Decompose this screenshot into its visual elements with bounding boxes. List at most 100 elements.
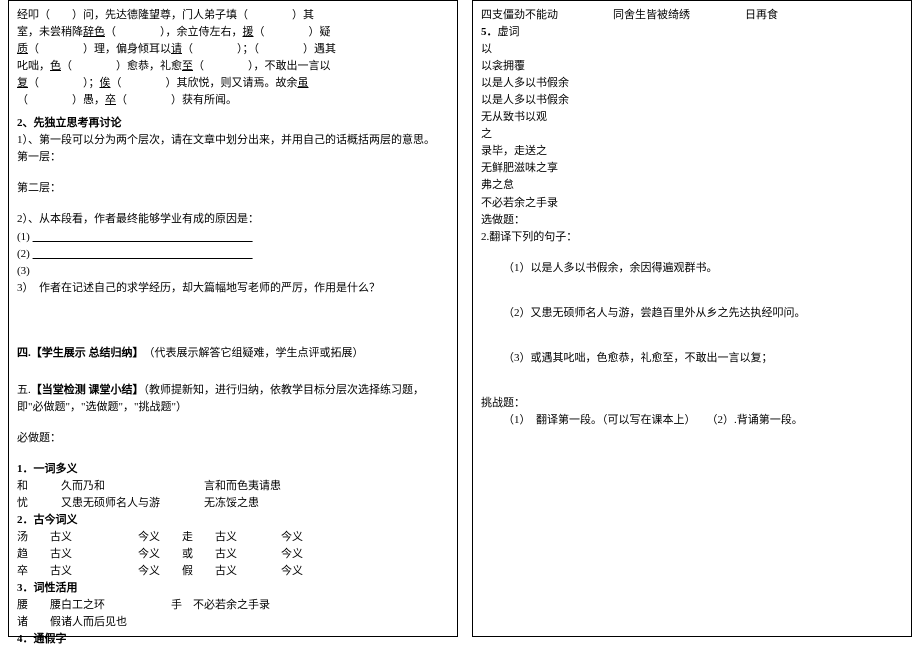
t2-l3: 卒 古义 今义 假 古义 今义: [17, 563, 449, 580]
blank: [17, 325, 449, 339]
blank: [17, 362, 449, 376]
r7: 无从致书以观: [481, 109, 903, 126]
cloze-paragraph: 经叩（ ）问，先达德隆望尊，门人弟子填（ ）其 室，未尝稍降辞色（ ），余立侍左…: [17, 7, 449, 109]
q2-2: (2): [17, 246, 449, 263]
r-ch: 挑战题：: [481, 395, 903, 412]
p1-l2-b: 辞色: [83, 26, 105, 38]
h5-a: 五.: [17, 384, 31, 396]
p1-l4-d: 至: [182, 60, 193, 72]
p1-l5-c: 俟: [100, 77, 111, 89]
r-s1: （1）以是人多以书假余，余因得遍观群书。: [481, 260, 903, 277]
q2-1: (1): [17, 229, 449, 246]
page: 经叩（ ）问，先达德隆望尊，门人弟子填（ ）其 室，未尝稍降辞色（ ），余立侍左…: [0, 0, 920, 637]
p1-l3-b: （ ）理，偏身倾耳以: [28, 43, 171, 55]
blank: [481, 367, 903, 381]
r13: 选做题：: [481, 212, 903, 229]
heading-4: 四.【学生展示 总结归纳】 （代表展示解答它组疑难，学生点评或拓展）: [17, 345, 449, 362]
p1-l5-e: 虽: [298, 77, 309, 89]
p1-l6-b: 卒: [105, 94, 116, 106]
t1: 1．一词多义: [17, 461, 449, 478]
must: 必做题：: [17, 430, 449, 447]
p1-l5: 复（ ）；俟（ ）其欣悦，则又请焉。故余虽: [17, 75, 449, 92]
r-ch1: （1） 翻译第一段。（可以写在课本上） （2）.背诵第一段。: [481, 412, 903, 429]
blank: [17, 311, 449, 325]
p1-l4-e: （ ），不敢出一言以: [193, 60, 331, 72]
heading-2: 2、先独立思考再讨论: [17, 115, 449, 132]
p1-l4-a: 叱咄，: [17, 60, 50, 72]
heading-5: 五.【当堂检测 课堂小结】（教师提新知，进行归纳，依教学目标分层次选择练习题，即…: [17, 382, 449, 416]
t4: 4．通假字: [17, 631, 449, 648]
p1-l6-a: （ ）愚，: [17, 94, 105, 106]
q3: 3） 作者在记述自己的求学经历，却大篇幅地写老师的严厉，作用是什么？: [17, 280, 449, 297]
t1-l2: 忧 又患无硕师名人与游 无冻馁之患: [17, 495, 449, 512]
p1-l3: 质（ ）理，偏身倾耳以请（ ）；（ ）遇其: [17, 41, 449, 58]
right-column: 四支僵劲不能动 同舍生皆被绮绣 日再食 5．虚词 以 以衾拥覆 以是人多以书假余…: [472, 0, 912, 637]
q2-3-label: (3): [17, 265, 30, 277]
p1-l3-a: 质: [17, 43, 28, 55]
p1-l2: 室，未尝稍降辞色（ ），余立侍左右，援（ ）疑: [17, 24, 449, 41]
p1-l4: 叱咄，色（ ）愈恭，礼愈至（ ），不敢出一言以: [17, 58, 449, 75]
p1-l5-b: （ ）；: [28, 77, 100, 89]
fill-line: [33, 229, 233, 246]
r14: 2.翻译下列的句子：: [481, 229, 903, 246]
q2-2-label: (2): [17, 248, 30, 260]
r10: 无鲜肥滋味之享: [481, 160, 903, 177]
r11: 弗之怠: [481, 177, 903, 194]
r9: 录毕，走送之: [481, 143, 903, 160]
p1-l6-c: （ ）获有所闻。: [116, 94, 237, 106]
r-s2: （2）又患无硕师名人与游，尝趋百里外从乡之先达执经叩问。: [481, 305, 903, 322]
r5: 以是人多以书假余: [481, 75, 903, 92]
blank: [481, 336, 903, 350]
blank: [481, 291, 903, 305]
blank: [481, 277, 903, 291]
r2b: 虚词: [498, 26, 520, 38]
blank: [17, 197, 449, 211]
r6: 以是人多以书假余: [481, 92, 903, 109]
p1-l5-a: 复: [17, 77, 28, 89]
q1: 1）、第一段可以分为两个层次，请在文章中划分出来，并用自己的话概括两层的意思。: [17, 132, 449, 149]
r2: 5．虚词: [481, 24, 903, 41]
p1-l5-d: （ ）其欣悦，则又请焉。故余: [111, 77, 298, 89]
layer1: 第一层：: [17, 149, 449, 166]
r2a: 5．: [481, 26, 498, 38]
h4-b: （代表展示解答它组疑难，学生点评或拓展）: [138, 347, 364, 359]
t3-l2: 诸 假诸人而后见也: [17, 614, 449, 631]
r12: 不必若余之手录: [481, 195, 903, 212]
r4: 以衾拥覆: [481, 58, 903, 75]
t2: 2．古今词义: [17, 512, 449, 529]
p1-l4-c: （ ）愈恭，礼愈: [61, 60, 182, 72]
p1-l2-a: 室，未尝稍降: [17, 26, 83, 38]
blank: [17, 416, 449, 430]
blank: [17, 297, 449, 311]
p1-l3-c: 请: [171, 43, 182, 55]
fill-line: [33, 246, 233, 263]
p1-l2-e: （ ）疑: [254, 26, 331, 38]
h4-a: 四.【学生展示 总结归纳】: [17, 347, 138, 359]
blank: [481, 381, 903, 395]
p1-l2-d: 援: [243, 26, 254, 38]
t3: 3．词性活用: [17, 580, 449, 597]
t3-l1: 腰 腰白工之环 手 不必若余之手录: [17, 597, 449, 614]
blank: [481, 246, 903, 260]
q2-3: (3): [17, 263, 449, 280]
r8: 之: [481, 126, 903, 143]
blank: [481, 322, 903, 336]
blank: [17, 166, 449, 180]
r-s3: （3）或遇其叱咄，色愈恭，礼愈至，不敢出一言以复；: [481, 350, 903, 367]
q2-1-label: (1): [17, 231, 30, 243]
t2-l1: 汤 古义 今义 走 古义 今义: [17, 529, 449, 546]
t1-l1: 和 久而乃和 言和而色夷请患: [17, 478, 449, 495]
p1-l3-d: （ ）；（ ）遇其: [182, 43, 336, 55]
r1: 四支僵劲不能动 同舍生皆被绮绣 日再食: [481, 7, 903, 24]
p1-l4-b: 色: [50, 60, 61, 72]
left-column: 经叩（ ）问，先达德隆望尊，门人弟子填（ ）其 室，未尝稍降辞色（ ），余立侍左…: [8, 0, 458, 637]
h5-b: 【当堂检测 课堂小结】: [31, 384, 144, 396]
layer2: 第二层：: [17, 180, 449, 197]
p1-l6: （ ）愚，卒（ ）获有所闻。: [17, 92, 449, 109]
p1-l1: 经叩（ ）问，先达德隆望尊，门人弟子填（ ）其: [17, 7, 449, 24]
q2: 2）、从本段看，作者最终能够学业有成的原因是：: [17, 211, 449, 228]
t2-l2: 趋 古义 今义 或 古义 今义: [17, 546, 449, 563]
r3: 以: [481, 41, 903, 58]
p1-l2-c: （ ），余立侍左右，: [105, 26, 243, 38]
blank: [17, 447, 449, 461]
